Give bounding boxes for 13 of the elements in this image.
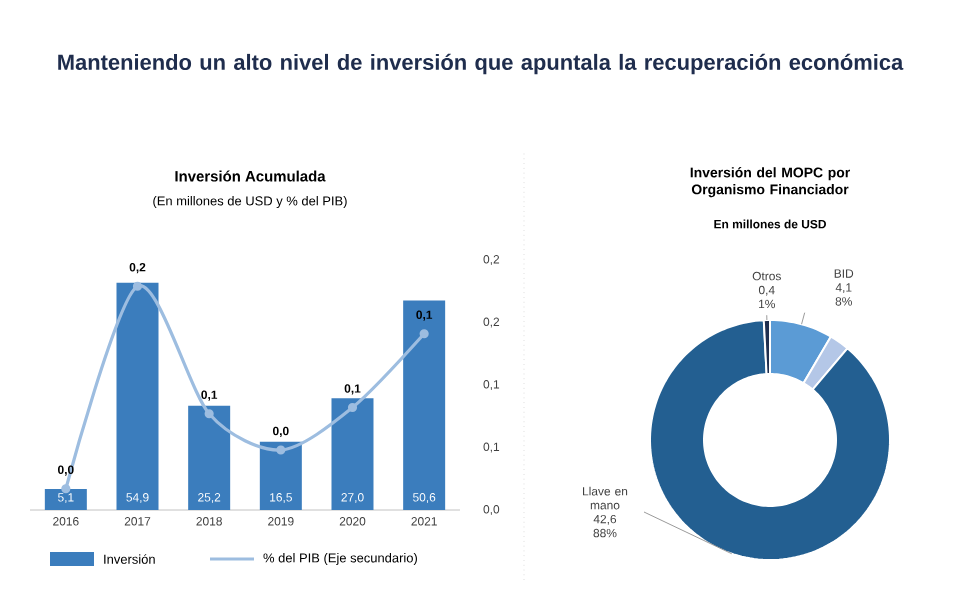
bar: [331, 398, 374, 510]
point: [132, 281, 143, 291]
point: [61, 484, 71, 494]
bar: [116, 282, 159, 510]
point: [347, 402, 358, 413]
point: [276, 445, 286, 455]
point: [204, 409, 214, 419]
bar: [403, 300, 446, 510]
text: Manteniendo un alto nivel de inversión que apuntala la recuperación económica: [58, 53, 904, 75]
bar: [188, 405, 231, 510]
bar: [259, 441, 302, 510]
point: [419, 329, 429, 339]
bar: [44, 488, 87, 510]
